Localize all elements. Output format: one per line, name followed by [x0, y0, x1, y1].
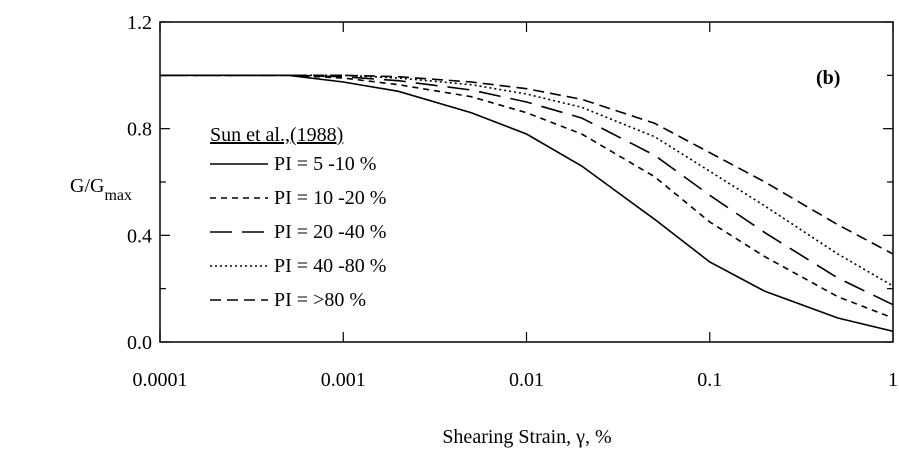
legend: Sun et al.,(1988) PI = 5 -10 % PI = 10 -2… [210, 124, 386, 311]
x-tick-label: 1 [888, 369, 898, 391]
x-tick-label: 0.01 [509, 369, 544, 391]
x-tick-label: 0.001 [321, 369, 366, 391]
y-tick-label: 1.2 [127, 12, 152, 34]
series-line-5 [160, 74, 894, 255]
y-tick-label: 0.4 [127, 225, 152, 247]
tick-labels: 0.0001 0.001 0.01 0.1 1 0.0 0.4 0.8 1.2 [127, 12, 898, 391]
series-line-1 [160, 74, 894, 333]
series-layer [160, 74, 894, 333]
legend-label: PI = >80 % [274, 289, 366, 311]
axis-ticks [159, 21, 894, 343]
x-axis-label: Shearing Strain, γ, % [442, 426, 611, 448]
series-line-4 [160, 74, 894, 287]
y-axis-label: G/Gmax [70, 175, 132, 204]
legend-label: PI = 5 -10 % [274, 153, 376, 175]
legend-title: Sun et al.,(1988) [210, 124, 343, 146]
series-line-3 [160, 74, 894, 306]
y-axis-label-sub: max [104, 187, 132, 204]
legend-label: PI = 40 -80 % [274, 255, 386, 277]
y-tick-label: 0.0 [127, 332, 152, 354]
legend-label: PI = 20 -40 % [274, 221, 386, 243]
legend-label: PI = 10 -20 % [274, 187, 386, 209]
panel-label: (b) [816, 67, 840, 89]
y-axis-label-main: G/G [70, 175, 104, 197]
plot-frame [159, 21, 894, 343]
x-tick-label: 0.0001 [133, 369, 188, 391]
y-tick-label: 0.8 [127, 119, 152, 141]
x-tick-label: 0.1 [697, 369, 722, 391]
series-line-2 [160, 74, 894, 319]
